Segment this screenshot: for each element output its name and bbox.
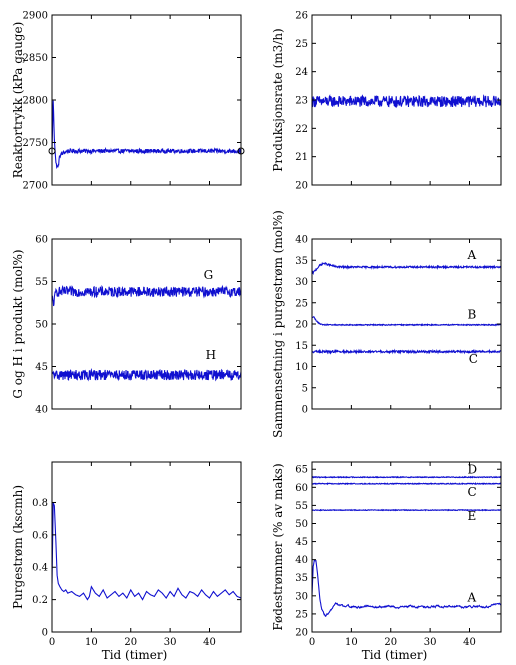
ytick-label: 2850 [23,53,48,64]
ytick-label: 25 [295,609,308,620]
xtick-label: 0 [309,637,315,648]
ytick-label: 60 [295,483,308,494]
ytick-label: 50 [295,519,308,530]
xtick-label: 0 [49,637,55,648]
xtick-label: 10 [345,637,358,648]
chart-purgestrom: 0 0.2 0.4 0.6 0.8 0 10 20 30 40 Purgestrøm (kscmh)… [11,461,242,662]
series-label-a: A [467,248,477,262]
ytick-label: 30 [295,277,308,288]
axes-frame [51,14,242,186]
chart-fodestrommer: DCE A 20 25 30 35 40 45 50 55 60 65 0 10 20 30 40 Fødestr… [271,461,502,662]
xtick-label: 10 [85,637,98,648]
ytick-label: 0.2 [32,595,48,606]
series-line-sammensetning-a [312,261,501,276]
ytick-label: 0.8 [32,498,48,509]
series-label-a: A [467,590,477,604]
chart-produksjonsrate: 20 21 22 23 24 25 26 Produksjonsrate (m3/h) [271,11,502,192]
y-axis-label: Produksjonsrate (m3/h) [271,28,285,171]
ytick-label: 55 [35,277,48,288]
ytick-label: 0.6 [32,530,48,541]
y-axis-label: G og H i produkt (mol%) [11,249,25,398]
axes-frame [51,238,242,410]
ytick-label: 20 [295,181,308,192]
ytick-label: 50 [35,320,48,331]
series-line-fodestrommer-a [312,559,501,617]
series-label-c: C [469,352,478,366]
ytick-label: 21 [295,152,308,163]
series-line-g-og-h-h [52,367,241,382]
xtick-label: 30 [164,637,177,648]
ytick-label: 24 [295,67,308,78]
chart-g-og-h: G H 40 45 50 55 60 G og H i produkt (mol%) [11,235,242,416]
series-line-purgestrom [52,502,241,601]
ytick-label: 35 [295,573,308,584]
series-label-e: E [468,509,477,523]
xtick-label: 40 [203,637,216,648]
y-axis-label: Sammensetning i purgestrøm (mol%) [271,210,285,438]
ytick-label: 40 [295,555,308,566]
ytick-label: 26 [295,11,308,22]
ytick-label: 40 [295,235,308,246]
ytick-label: 0.4 [32,563,48,574]
ytick-label: 25 [295,298,308,309]
ytick-label: 5 [302,383,308,394]
ytick-label: 65 [295,465,308,476]
series-line-fodestrommer-c [312,482,501,486]
x-axis-label: Tid (timer) [102,648,168,662]
ytick-label: 2800 [23,96,48,107]
ytick-label: 40 [35,405,48,416]
y-axis-label: Purgestrøm (kscmh) [11,485,25,609]
ytick-label: 10 [295,362,308,373]
ytick-label: 20 [295,320,308,331]
ytick-label: 25 [295,39,308,50]
series-label-h: H [206,348,216,362]
axes-frame [311,461,502,633]
ytick-label: 2700 [23,181,48,192]
series-line-produksjonsrate [312,94,501,109]
series-line-sammensetning-b [312,316,501,327]
ytick-label: 60 [35,235,48,246]
series-line-g-og-h-g [52,284,241,307]
x-axis-label: Tid (timer) [362,648,428,662]
ytick-label: 22 [295,124,308,135]
series-label-d: D [468,463,478,477]
series-line-sammensetning-c [312,348,501,355]
series-label-b: B [468,307,477,321]
series-label-c: C [468,485,477,499]
chart-sammensetning: A B C 0 5 10 15 20 25 30 35 40 Sammensetning i purge… [271,210,502,438]
axes-frame [51,461,242,633]
series-line-fodestrommer-e [312,508,501,512]
xtick-label: 30 [424,637,437,648]
y-axis-label: Fødestrømmer (% av maks) [271,463,285,630]
ytick-label: 45 [295,537,308,548]
xtick-label: 20 [124,637,137,648]
ytick-label: 2750 [23,138,48,149]
ytick-label: 0 [42,628,48,639]
ytick-label: 20 [295,628,308,639]
ytick-label: 23 [295,96,308,107]
ytick-label: 55 [295,501,308,512]
series-label-g: G [204,268,214,282]
xtick-label: 40 [463,637,476,648]
series-line-reaktortrykk [52,100,241,170]
ytick-label: 15 [295,341,308,352]
ytick-label: 35 [295,256,308,267]
ytick-label: 2900 [23,11,48,22]
series-line-fodestrommer-d [312,475,501,479]
ytick-label: 45 [35,362,48,373]
ytick-label: 0 [302,405,308,416]
ytick-label: 30 [295,591,308,602]
y-axis-label: Reaktortrykk (kPa gauge) [11,22,25,179]
xtick-label: 20 [384,637,397,648]
